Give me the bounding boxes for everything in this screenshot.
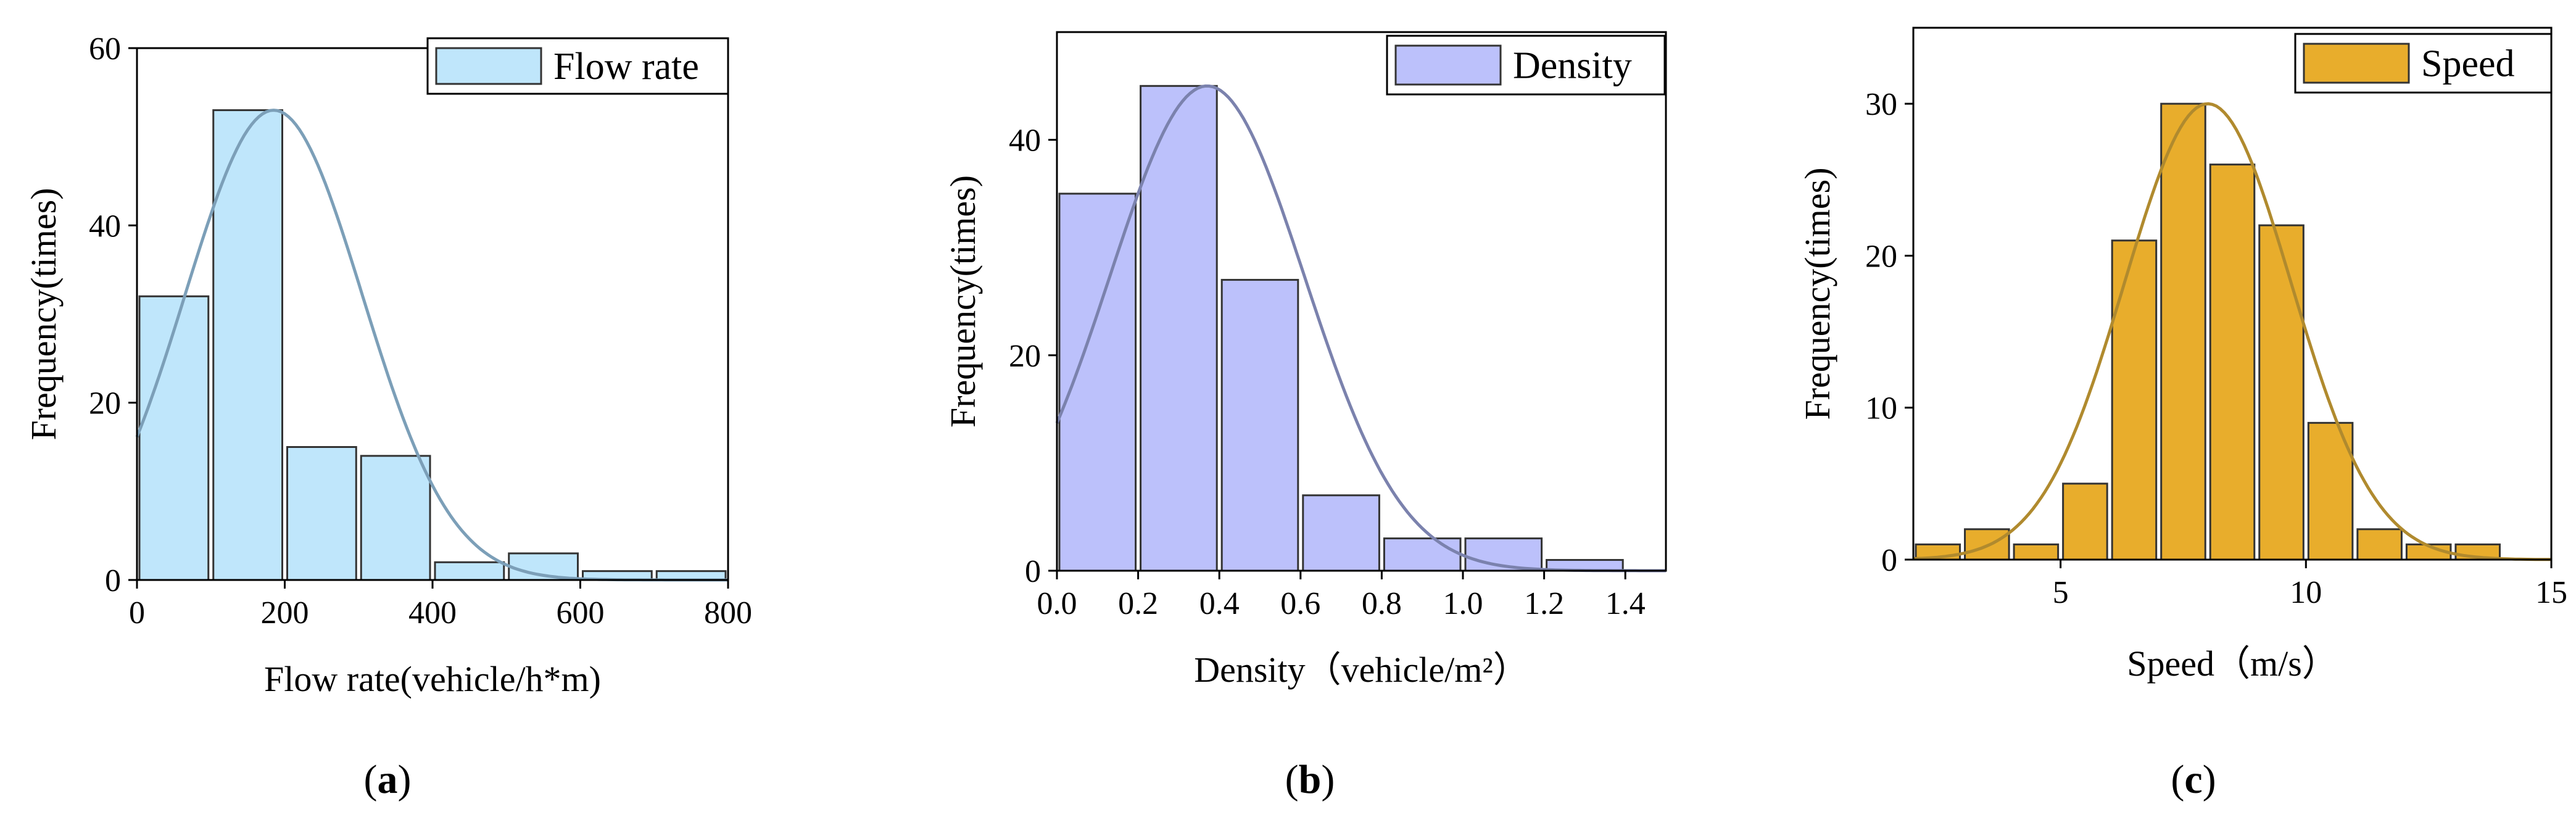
bar-c-6 (2209, 164, 2256, 561)
bar-c-2 (2013, 543, 2060, 561)
x-tick-label-a-3: 600 (557, 595, 605, 631)
panel-label-b: (b) (1285, 757, 1335, 802)
y-axis-title-c: Frequency(times) (1797, 167, 1837, 420)
bar-a-1 (212, 109, 283, 581)
legend-b: Density (1386, 35, 1666, 96)
x-axis-title-a: Flow rate(vehicle/h*m) (264, 659, 601, 699)
y-tick-label-a-1: 20 (89, 386, 121, 421)
bar-a-4 (434, 561, 505, 581)
chart-panel-b: 0.0 0.2 0.4 0.6 0.8 1.0 1.2 1.4 0 20 40 Density（veh… (943, 31, 1667, 802)
x-tick-label-b-7: 1.4 (1605, 586, 1646, 621)
bar-b-0 (1058, 193, 1137, 572)
x-axis-title-c: Speed（m/s） (2127, 644, 2338, 684)
y-tick-label-b-2: 40 (1009, 123, 1041, 159)
y-tick-label-b-1: 20 (1009, 339, 1041, 374)
legend-swatch-b (1394, 44, 1502, 86)
x-tick-label-c-1: 10 (2290, 575, 2322, 610)
plot-frame-b (1056, 31, 1667, 572)
x-tick-label-a-1: 200 (261, 595, 309, 631)
legend-label-b: Density (1513, 45, 1632, 87)
bar-c-9 (2356, 528, 2403, 561)
x-tick-label-b-2: 0.4 (1199, 586, 1240, 621)
y-tick-label-c-0: 0 (1881, 543, 1897, 578)
legend-a: Flow rate (426, 37, 729, 95)
y-axis-title-a: Frequency(times) (23, 188, 64, 440)
x-axis-title-b: Density（vehicle/m²） (1194, 650, 1529, 690)
panel-label-c: (c) (2171, 757, 2216, 802)
x-tick-label-a-0: 0 (129, 595, 145, 631)
y-tick-label-a-3: 60 (89, 31, 121, 67)
x-tick-label-b-4: 0.8 (1362, 586, 1402, 621)
x-tick-label-a-2: 400 (408, 595, 457, 631)
x-tick-label-b-1: 0.2 (1118, 586, 1158, 621)
bar-b-2 (1220, 279, 1299, 572)
legend-swatch-a (435, 47, 542, 85)
chart-panel-c: 5 10 15 0 10 20 30 Speed（m/s） Frequency(times) Sp… (1797, 27, 2567, 802)
x-tick-label-a-4: 800 (704, 595, 752, 631)
y-tick-label-c-1: 10 (1865, 391, 1897, 426)
x-tick-label-b-5: 1.0 (1443, 586, 1483, 621)
legend-label-c: Speed (2421, 43, 2515, 85)
bar-a-0 (138, 295, 210, 581)
y-tick-label-c-3: 30 (1865, 87, 1897, 122)
x-tick-label-b-0: 0.0 (1037, 586, 1077, 621)
bar-a-2 (286, 446, 357, 581)
legend-swatch-c (2303, 43, 2410, 84)
bar-c-3 (2062, 482, 2108, 561)
legend-c: Speed (2294, 33, 2553, 94)
x-tick-label-b-3: 0.6 (1280, 586, 1320, 621)
fit-curve-c (1913, 102, 2551, 561)
y-tick-label-b-0: 0 (1025, 554, 1041, 589)
bar-b-1 (1140, 85, 1218, 572)
y-tick-label-c-2: 20 (1865, 239, 1897, 274)
y-tick-label-a-0: 0 (105, 563, 121, 598)
bar-a-3 (360, 455, 431, 581)
bar-b-3 (1302, 494, 1380, 572)
chart-panel-a: 0 200 400 600 800 0 20 40 60 Flow rate(vehicle/h*… (23, 31, 752, 802)
bar-c-7 (2258, 224, 2305, 561)
bar-c-4 (2111, 239, 2158, 561)
bar-b-4 (1383, 537, 1462, 572)
x-tick-label-c-0: 5 (2053, 575, 2069, 610)
y-axis-title-b: Frequency(times) (943, 175, 983, 428)
x-tick-label-c-2: 15 (2535, 575, 2567, 610)
plot-frame-c (1912, 27, 2553, 561)
panel-label-a: (a) (364, 757, 412, 802)
bar-c-5 (2160, 102, 2206, 561)
x-tick-label-b-6: 1.2 (1524, 586, 1564, 621)
legend-label-a: Flow rate (553, 46, 699, 88)
y-tick-label-a-2: 40 (89, 209, 121, 244)
